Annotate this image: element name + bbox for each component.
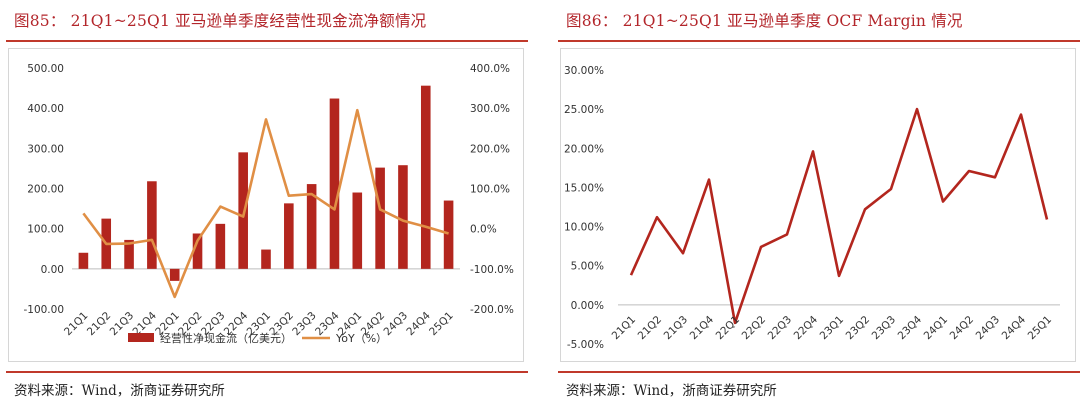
y-tick-label: 0.00% xyxy=(571,300,604,312)
left-bottom-rule xyxy=(6,371,528,373)
right-bottom-rule xyxy=(558,371,1080,373)
left-chart-frame xyxy=(8,48,524,362)
y-tick-label: 25.00% xyxy=(564,104,604,116)
yoy-line xyxy=(82,108,449,299)
legend-bar-swatch xyxy=(128,333,154,342)
left-y-tick-label: 400.00 xyxy=(27,103,64,115)
cashflow-bar xyxy=(78,252,89,269)
cashflow-bar xyxy=(192,233,203,269)
left-chart-box: -100.00 0.00 100.00 200.00 300.00 400.00 500.0… xyxy=(8,48,524,362)
right-source-note: 资料来源：Wind，浙商证券研究所 xyxy=(566,383,777,399)
y-tick-label: -5.00% xyxy=(567,339,604,351)
right-y-tick-label: -100.0% xyxy=(470,264,514,276)
right-y-tick-label: -200.0% xyxy=(470,304,514,316)
cashflow-bar xyxy=(443,200,454,269)
cashflow-bar xyxy=(306,184,317,269)
left-y-tick-label: -100.00 xyxy=(23,304,64,316)
left-top-rule xyxy=(6,40,528,42)
right-y-tick-label: 400.0% xyxy=(470,63,510,75)
y-tick-label: 5.00% xyxy=(571,261,604,273)
right-top-rule xyxy=(558,40,1080,42)
left-y-tick-label: 100.00 xyxy=(27,224,64,236)
y-tick-label: 15.00% xyxy=(564,182,604,194)
cashflow-bar xyxy=(238,152,248,269)
y-tick-label: 20.00% xyxy=(564,143,604,155)
cashflow-bar xyxy=(147,181,157,269)
left-y-tick-label: 200.00 xyxy=(27,184,64,196)
cashflow-bar xyxy=(329,98,340,269)
left-y-tick-label: 500.00 xyxy=(27,63,64,75)
cashflow-bar xyxy=(169,268,180,281)
left-y-tick-label: 300.00 xyxy=(27,143,64,155)
ocf-margin-chart: -5.00% 0.00% 5.00% 10.00% 15.00% 20.00% 25.00%… xyxy=(560,48,1076,362)
cashflow-bar xyxy=(398,165,408,269)
y-tick-label: 10.00% xyxy=(564,222,604,234)
right-y-tick-label: 200.0% xyxy=(470,143,510,155)
cashflow-bar xyxy=(215,223,226,269)
right-figure: 图86： 21Q1~25Q1 亚马逊单季度 OCF Margin 情况 -5.0… xyxy=(552,0,1080,407)
ocf-margin-line xyxy=(629,107,1049,325)
cashflow-bar xyxy=(124,239,134,269)
right-y-tick-label: 0.0% xyxy=(470,224,497,236)
cashflow-bar xyxy=(375,167,385,269)
left-y-tick-label: 0.00 xyxy=(41,264,64,276)
cashflow-chart: -100.00 0.00 100.00 200.00 300.00 400.00 500.0… xyxy=(8,48,524,362)
right-y-tick-label: 100.0% xyxy=(470,184,510,196)
cashflow-bar xyxy=(261,249,271,269)
cashflow-bar xyxy=(284,203,294,269)
right-figure-title: 图86： 21Q1~25Q1 亚马逊单季度 OCF Margin 情况 xyxy=(566,12,963,30)
y-tick-label: 30.00% xyxy=(564,65,604,77)
left-figure-title: 图85： 21Q1~25Q1 亚马逊单季度经营性现金流净额情况 xyxy=(14,12,427,30)
right-chart-box: -5.00% 0.00% 5.00% 10.00% 15.00% 20.00% 25.00%… xyxy=(560,48,1076,362)
left-source-note: 资料来源：Wind，浙商证券研究所 xyxy=(14,383,225,399)
legend-bar-label: 经营性净现金流（亿美元） xyxy=(160,331,292,345)
legend-line-label: YoY（%） xyxy=(335,332,387,345)
cashflow-bar xyxy=(420,85,431,269)
left-figure: 图85： 21Q1~25Q1 亚马逊单季度经营性现金流净额情况 -100.00 0… xyxy=(0,0,528,407)
right-y-tick-label: 300.0% xyxy=(470,103,510,115)
right-chart-frame xyxy=(560,48,1076,362)
cashflow-bar xyxy=(352,192,363,269)
